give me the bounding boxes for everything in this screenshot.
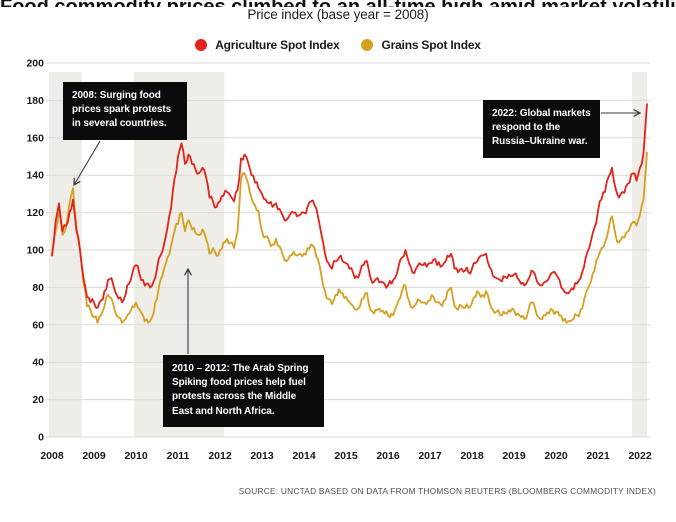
chart-subtitle: Price index (base year = 2008) — [247, 7, 429, 22]
y-axis-label: 120 — [26, 207, 44, 219]
annotation-2022-text: Global markets respond to the Russia–Ukr… — [492, 108, 591, 148]
y-axis-labels: 0 20 40 60 80 100 120 140 160 180 200 — [26, 58, 44, 444]
y-axis-label: 20 — [32, 394, 44, 406]
x-axis-label: 2008 — [40, 450, 64, 462]
y-axis-label: 100 — [26, 245, 44, 257]
x-axis-label: 2015 — [334, 450, 358, 462]
clipped-main-title: Food commodity prices climbed to an all-… — [0, 0, 676, 7]
legend-label-grains: Grains Spot Index — [381, 38, 481, 52]
x-axis-label: 2019 — [502, 450, 526, 462]
highlight-band — [632, 72, 647, 437]
annotation-arab-spring-year: 2010 – 2012: — [172, 363, 230, 374]
y-axis-label: 140 — [26, 170, 44, 182]
y-axis-label: 200 — [26, 58, 44, 70]
x-axis-label: 2012 — [208, 450, 232, 462]
x-axis-label: 2017 — [418, 450, 442, 462]
annotation-2008: 2008: Surging food prices spark protests… — [63, 82, 187, 140]
grains-series-line — [51, 151, 648, 324]
x-axis-label: 2014 — [292, 450, 316, 462]
x-axis-label: 2020 — [544, 450, 568, 462]
annotation-2008-text: Surging food prices spark protests in se… — [72, 90, 172, 130]
agriculture-dot-icon — [195, 39, 208, 51]
y-axis-label: 0 — [38, 432, 44, 444]
main-title-text: Food commodity prices climbed to an all-… — [0, 0, 676, 7]
x-axis-label: 2021 — [586, 450, 610, 462]
y-axis-label: 40 — [32, 357, 44, 369]
annotation-arrow — [73, 140, 101, 187]
x-axis-label: 2011 — [167, 450, 190, 462]
annotation-arrows — [73, 109, 642, 354]
x-axis-label: 2018 — [460, 450, 484, 462]
x-axis-label: 2009 — [82, 450, 106, 462]
y-axis-label: 160 — [26, 132, 44, 144]
y-axis-label: 80 — [32, 282, 44, 294]
x-axis-label: 2013 — [250, 450, 274, 462]
legend-label-agriculture: Agriculture Spot Index — [215, 38, 340, 52]
legend-item-agriculture: Agriculture Spot Index — [195, 38, 340, 52]
y-axis-label: 60 — [32, 319, 44, 331]
annotation-2022-year: 2022: — [492, 108, 518, 119]
x-axis-labels: 2008 2009 2010 2011 2012 2013 2014 2015 2016 2017… — [40, 450, 652, 462]
agriculture-series-line — [51, 103, 648, 309]
x-axis-label: 2016 — [376, 450, 400, 462]
annotation-arab-spring-text: The Arab Spring Spiking food prices help… — [172, 363, 309, 417]
y-axis-label: 180 — [26, 95, 44, 107]
chart-legend: Agriculture Spot Index Grains Spot Index — [0, 38, 676, 52]
data-series — [51, 103, 648, 324]
x-axis-label: 2022 — [628, 450, 652, 462]
legend-item-grains: Grains Spot Index — [361, 38, 481, 52]
annotation-2008-year: 2008: — [72, 90, 98, 101]
grains-dot-icon — [361, 39, 374, 51]
source-credit: SOURCE: UNCTAD BASED ON DATA FROM THOMSO… — [238, 486, 656, 496]
annotation-2022: 2022: Global markets respond to the Russ… — [483, 100, 600, 158]
annotation-arab-spring: 2010 – 2012: The Arab Spring Spiking foo… — [163, 355, 324, 427]
x-axis-label: 2010 — [124, 450, 148, 462]
